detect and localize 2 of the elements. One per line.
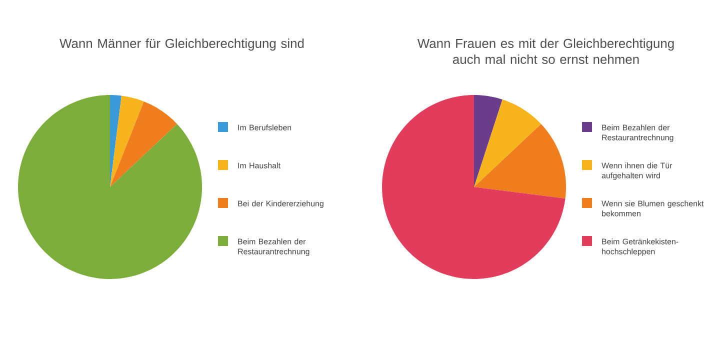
chart-title: Wann Frauen es mit der Gleichberechtigung auch mal nicht so ernst nehmen: [417, 38, 674, 64]
chart-title: Wann Männer für Gleichberechtigung sind: [60, 38, 304, 51]
